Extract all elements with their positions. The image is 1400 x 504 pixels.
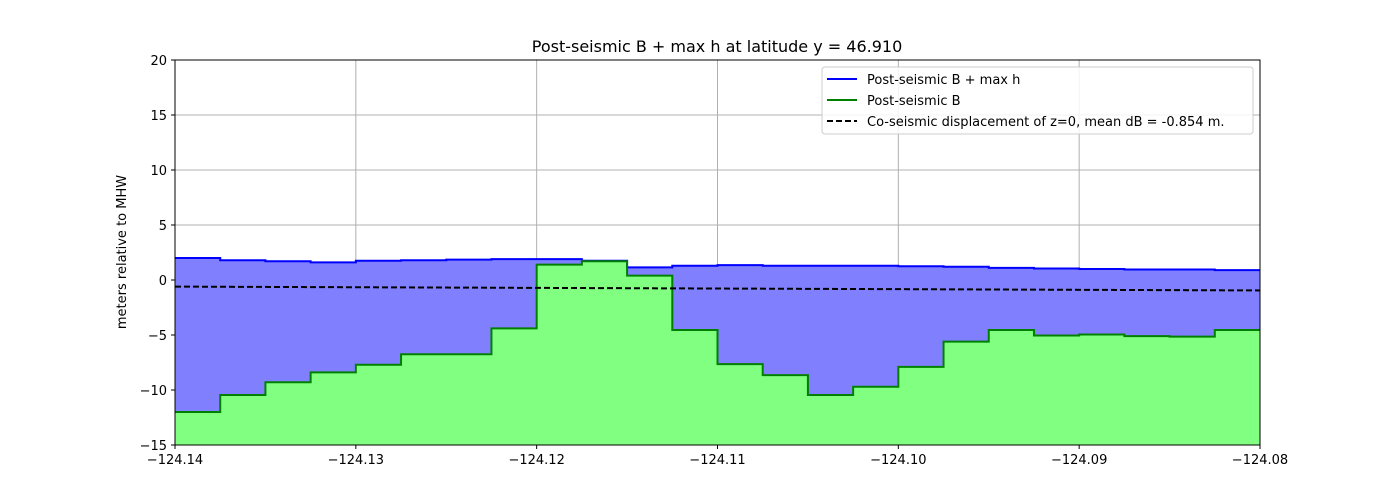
y-tick-label: −15	[140, 439, 167, 454]
x-tick-label: −124.09	[1051, 453, 1107, 468]
y-tick-label: 0	[159, 274, 167, 289]
line-co-seismic-displacement	[174, 285, 1261, 292]
x-tick-label: −124.11	[689, 453, 745, 468]
x-tick-label: −124.08	[1232, 453, 1288, 468]
legend: Post-seismic B + max h Post-seismic B Co…	[821, 66, 1254, 135]
legend-label-1: Post-seismic B	[867, 94, 961, 109]
line-post-seismic-b-max-h	[175, 257, 1260, 272]
x-tick-label: −124.12	[508, 453, 564, 468]
x-tick-label: −124.14	[147, 453, 203, 468]
chart-title: Post-seismic B + max h at latitude y = 4…	[532, 37, 903, 56]
x-tick-label: −124.13	[328, 453, 384, 468]
y-tick-label: 5	[159, 219, 167, 234]
y-axis-label: meters relative to MHW	[115, 175, 130, 329]
y-tick-label: −5	[148, 329, 167, 344]
ticks: −124.14 −124.13 −124.12 −124.11 −124.10 −124.…	[140, 54, 1289, 468]
legend-label-0: Post-seismic B + max h	[867, 73, 1020, 88]
y-tick-label: −10	[140, 384, 167, 399]
x-tick-label: −124.10	[870, 453, 926, 468]
marks	[174, 257, 1261, 445]
legend-label-2: Co-seismic displacement of z=0, mean dB …	[867, 115, 1225, 130]
legend-box	[821, 66, 1254, 135]
y-tick-label: 15	[150, 109, 167, 124]
y-tick-label: 10	[150, 164, 167, 179]
y-tick-label: 20	[150, 54, 167, 69]
line-post-seismic-b	[175, 260, 1260, 413]
